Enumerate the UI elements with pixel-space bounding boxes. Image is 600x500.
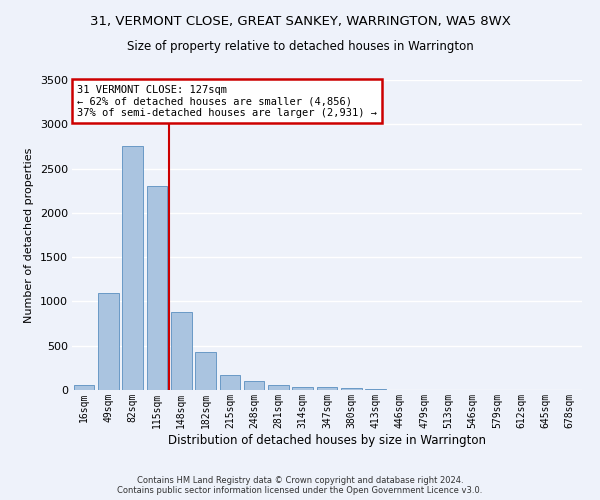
Bar [122, 146, 143, 390]
Y-axis label: Number of detached properties: Number of detached properties [24, 148, 34, 322]
Bar [220, 376, 240, 390]
Bar [98, 292, 119, 390]
X-axis label: Distribution of detached houses by size in Warrington: Distribution of detached houses by size … [168, 434, 486, 446]
Bar [195, 352, 216, 390]
Bar [171, 312, 191, 390]
Text: Contains HM Land Registry data © Crown copyright and database right 2024.
Contai: Contains HM Land Registry data © Crown c… [118, 476, 482, 495]
Text: 31, VERMONT CLOSE, GREAT SANKEY, WARRINGTON, WA5 8WX: 31, VERMONT CLOSE, GREAT SANKEY, WARRING… [89, 15, 511, 28]
Bar [244, 380, 265, 390]
Bar [341, 388, 362, 390]
Bar [292, 388, 313, 390]
Bar [146, 186, 167, 390]
Bar [365, 389, 386, 390]
Bar [317, 387, 337, 390]
Text: 31 VERMONT CLOSE: 127sqm
← 62% of detached houses are smaller (4,856)
37% of sem: 31 VERMONT CLOSE: 127sqm ← 62% of detach… [77, 84, 377, 118]
Bar [268, 384, 289, 390]
Bar [74, 385, 94, 390]
Text: Size of property relative to detached houses in Warrington: Size of property relative to detached ho… [127, 40, 473, 53]
